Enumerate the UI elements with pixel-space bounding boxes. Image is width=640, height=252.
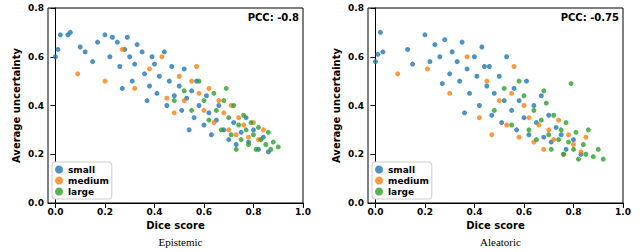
svg-text:0.2: 0.2: [348, 149, 364, 159]
svg-text:Dice score: Dice score: [146, 220, 205, 231]
svg-text:0.0: 0.0: [28, 198, 44, 208]
svg-text:large: large: [388, 187, 414, 197]
svg-text:0.0: 0.0: [367, 207, 383, 217]
svg-text:small: small: [388, 165, 415, 175]
svg-text:1.0: 1.0: [615, 207, 631, 217]
svg-text:small: small: [68, 165, 95, 175]
svg-text:1.0: 1.0: [295, 207, 311, 217]
svg-text:0.6: 0.6: [348, 52, 364, 62]
svg-text:0.6: 0.6: [516, 207, 532, 217]
svg-text:0.8: 0.8: [246, 207, 262, 217]
svg-text:0.2: 0.2: [97, 207, 113, 217]
svg-text:0.0: 0.0: [47, 207, 63, 217]
svg-text:0.4: 0.4: [146, 207, 162, 217]
svg-text:0.6: 0.6: [28, 52, 44, 62]
svg-text:0.6: 0.6: [196, 207, 212, 217]
svg-text:0.4: 0.4: [28, 101, 44, 111]
svg-text:medium: medium: [68, 176, 109, 186]
svg-text:0.4: 0.4: [348, 101, 364, 111]
svg-text:PCC: -0.75: PCC: -0.75: [561, 12, 619, 23]
svg-text:0.8: 0.8: [348, 3, 364, 13]
svg-text:0.2: 0.2: [417, 207, 433, 217]
svg-text:0.0: 0.0: [348, 198, 364, 208]
svg-text:Aleatoric: Aleatoric: [480, 236, 521, 248]
svg-text:Average uncertainty: Average uncertainty: [331, 48, 342, 164]
svg-text:Epistemic: Epistemic: [159, 236, 203, 248]
svg-text:large: large: [68, 187, 94, 197]
svg-text:0.2: 0.2: [28, 149, 44, 159]
svg-text:0.8: 0.8: [28, 3, 44, 13]
svg-text:PCC: -0.8: PCC: -0.8: [248, 12, 299, 23]
svg-text:Average uncertainty: Average uncertainty: [11, 48, 22, 164]
svg-text:0.4: 0.4: [466, 207, 482, 217]
svg-text:medium: medium: [388, 176, 429, 186]
svg-text:0.8: 0.8: [566, 207, 582, 217]
svg-text:Dice score: Dice score: [466, 220, 525, 231]
